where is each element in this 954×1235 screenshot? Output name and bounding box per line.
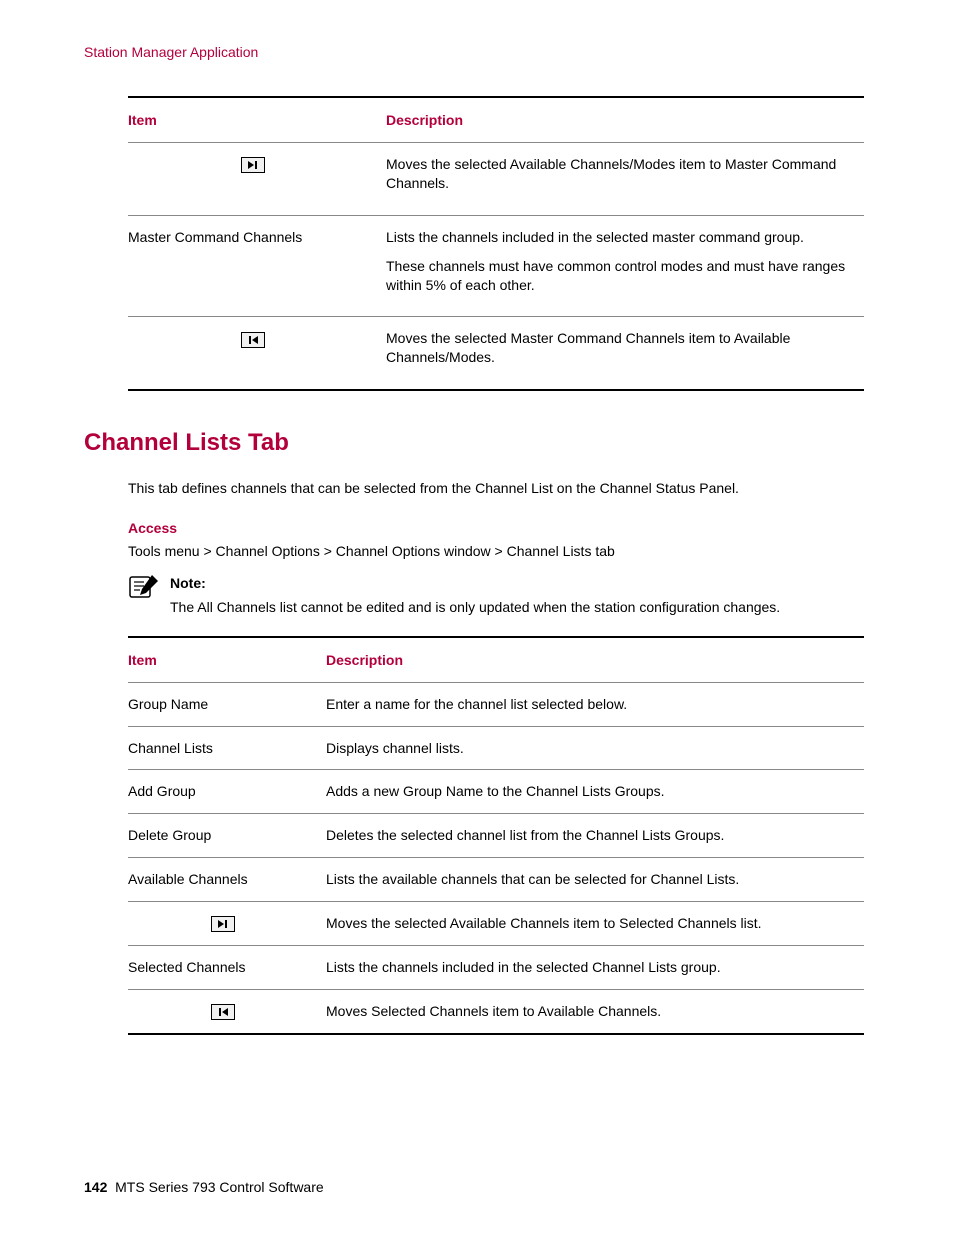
note-block: Note: The All Channels list cannot be ed… <box>128 573 864 618</box>
note-text: The All Channels list cannot be edited a… <box>170 599 780 615</box>
move-left-icon <box>211 1004 235 1020</box>
t2r4-desc: Lists the available channels that can be… <box>326 858 864 902</box>
t2r7-desc: Moves Selected Channels item to Availabl… <box>326 989 864 1033</box>
move-right-icon <box>241 157 265 173</box>
move-right-icon <box>211 916 235 932</box>
t2r1-desc: Displays channel lists. <box>326 726 864 770</box>
note-icon <box>128 573 160 606</box>
table1-row2-desc: Moves the selected Master Command Channe… <box>386 317 864 390</box>
t2r1-item: Channel Lists <box>128 726 326 770</box>
move-right-cell <box>128 143 386 216</box>
t2r0-desc: Enter a name for the channel list select… <box>326 682 864 726</box>
access-label: Access <box>128 520 864 536</box>
t2r4-item: Available Channels <box>128 858 326 902</box>
t2r6-item: Selected Channels <box>128 945 326 989</box>
t2r0-item: Group Name <box>128 682 326 726</box>
access-path: Tools menu > Channel Options > Channel O… <box>128 542 864 561</box>
table1-row0-desc: Moves the selected Available Channels/Mo… <box>386 143 864 216</box>
section-title: Channel Lists Tab <box>84 429 864 457</box>
t2r3-desc: Deletes the selected channel list from t… <box>326 814 864 858</box>
t2r6-desc: Lists the channels included in the selec… <box>326 945 864 989</box>
t2r3-item: Delete Group <box>128 814 326 858</box>
move-left-icon <box>241 332 265 348</box>
doc-title: MTS Series 793 Control Software <box>115 1179 324 1195</box>
table1-col-item: Item <box>128 97 386 143</box>
page-number: 142 <box>84 1179 107 1195</box>
t2-move-right-cell <box>128 902 326 946</box>
t2r2-desc: Adds a new Group Name to the Channel Lis… <box>326 770 864 814</box>
table-master-command: Item Description Moves the selected Avai… <box>128 96 864 391</box>
table1-col-desc: Description <box>386 97 864 143</box>
section-intro: This tab defines channels that can be se… <box>128 479 864 498</box>
table2-col-item: Item <box>128 637 326 683</box>
t2r5-desc: Moves the selected Available Channels it… <box>326 902 864 946</box>
t2-move-left-cell <box>128 989 326 1033</box>
note-label: Note: <box>170 573 780 593</box>
table2-col-desc: Description <box>326 637 864 683</box>
table1-row1-desc: Lists the channels included in the selec… <box>386 215 864 317</box>
running-header: Station Manager Application <box>84 44 864 60</box>
page-footer: 142 MTS Series 793 Control Software <box>84 1179 324 1195</box>
table1-row1-item: Master Command Channels <box>128 215 386 317</box>
table-channel-lists: Item Description Group NameEnter a name … <box>128 636 864 1035</box>
t2r2-item: Add Group <box>128 770 326 814</box>
move-left-cell <box>128 317 386 390</box>
